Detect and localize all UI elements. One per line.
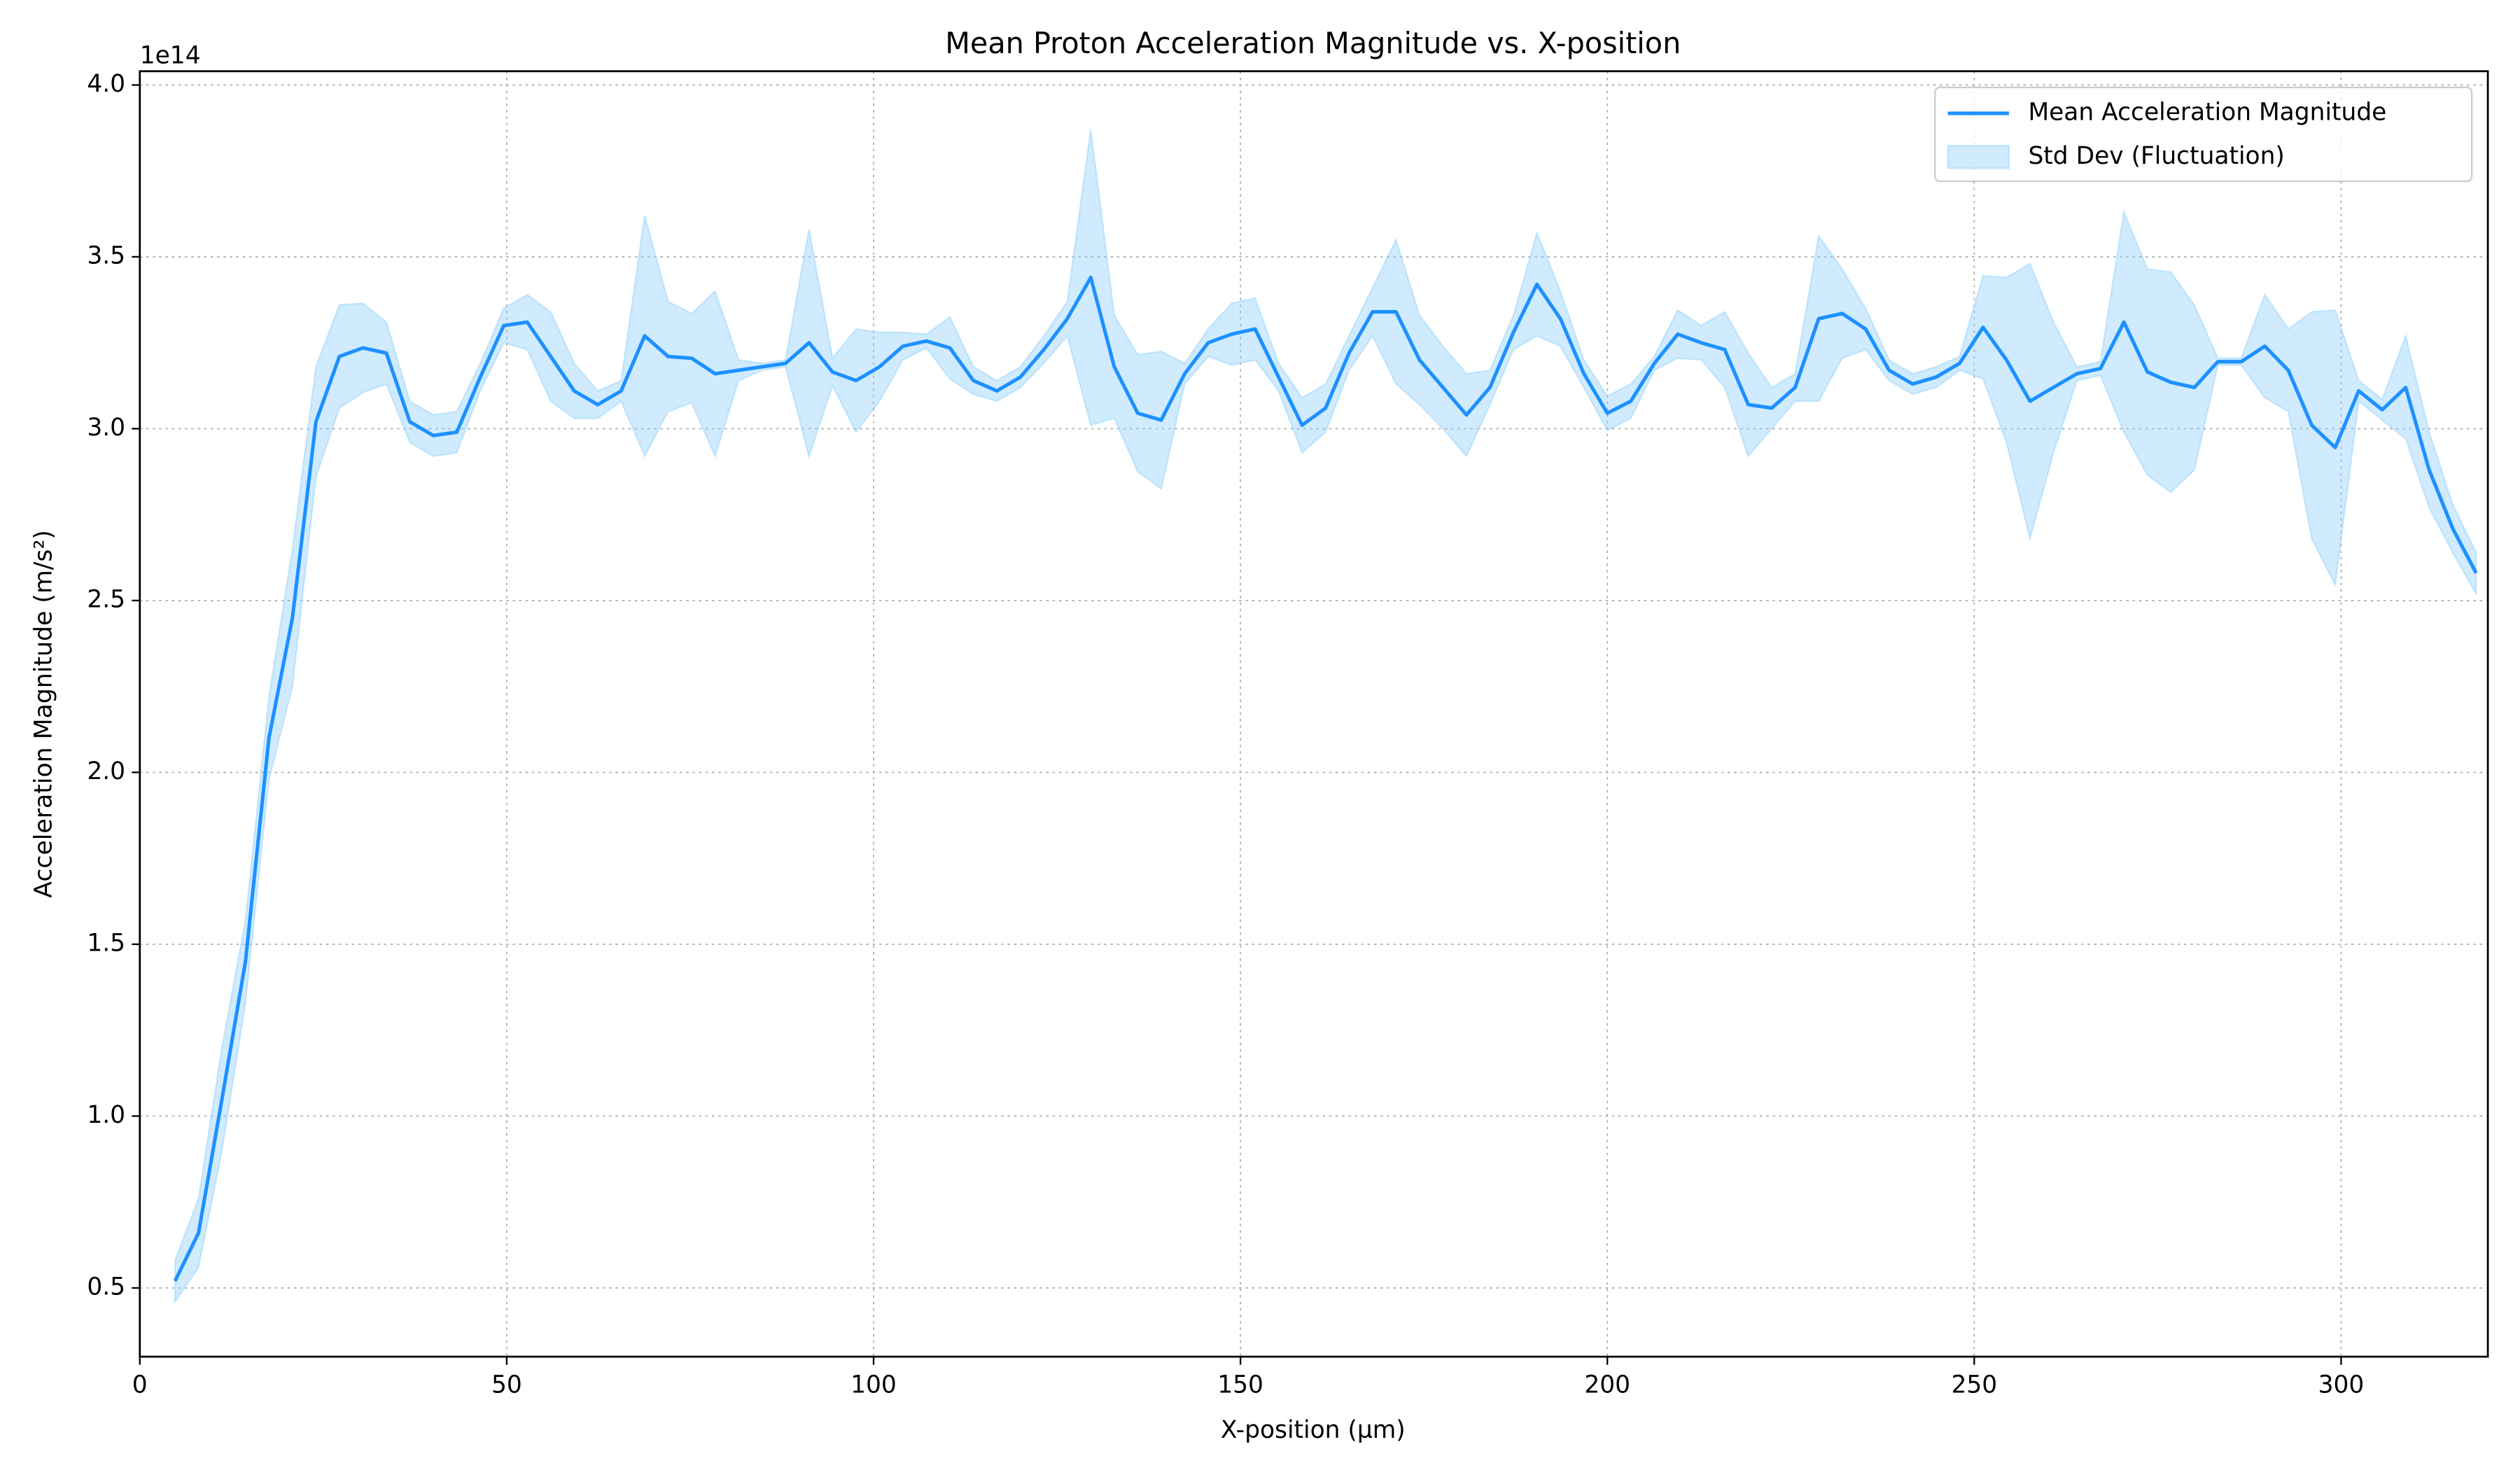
y-axis-label: Acceleration Magnitude (m/s²) (30, 530, 58, 898)
x-tick-label: 150 (1217, 1371, 1264, 1399)
y-offset-label: 1e14 (140, 41, 201, 69)
y-tick-label: 0.5 (87, 1273, 125, 1301)
y-tick-label: 4.0 (87, 70, 125, 98)
x-tick-label: 200 (1584, 1371, 1630, 1399)
x-tick-label: 300 (2318, 1371, 2365, 1399)
x-tick-label: 250 (1951, 1371, 1997, 1399)
y-tick-label: 1.0 (87, 1101, 125, 1129)
x-tick-label: 0 (132, 1371, 148, 1399)
y-tick-label: 2.5 (87, 585, 125, 613)
y-tick-label: 2.0 (87, 757, 125, 785)
x-tick-label: 100 (850, 1371, 897, 1399)
legend-label: Mean Acceleration Magnitude (2028, 98, 2386, 126)
std-band (174, 130, 2477, 1305)
y-tick-label: 1.5 (87, 929, 125, 957)
plot-frame (139, 70, 2489, 1358)
legend-swatch (1947, 144, 2010, 169)
y-tick-label: 3.0 (87, 414, 125, 442)
legend: Mean Acceleration Magnitude Std Dev (Fluc… (1934, 86, 2473, 183)
legend-box (1934, 86, 2473, 183)
legend-label: Std Dev (Fluctuation) (2028, 142, 2284, 170)
x-tick-label: 50 (491, 1371, 522, 1399)
y-tick-label: 3.5 (87, 241, 125, 270)
mean-line (173, 275, 2478, 1282)
x-axis-label: X-position (µm) (1221, 1416, 1406, 1444)
chart-title: Mean Proton Acceleration Magnitude vs. X… (945, 27, 1681, 60)
